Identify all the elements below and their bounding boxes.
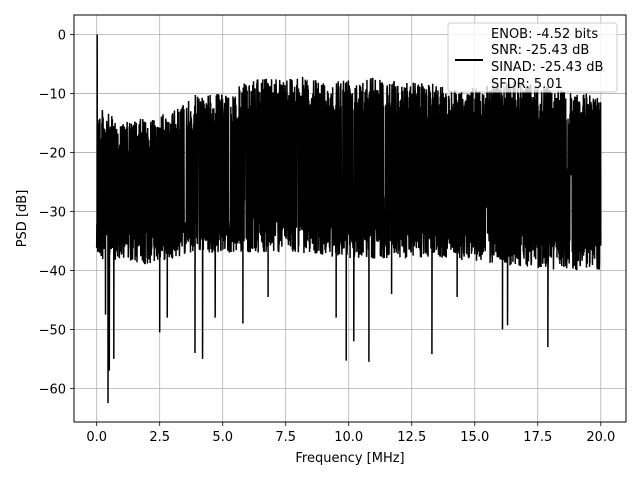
x-tick-label: 7.5 — [275, 430, 296, 445]
y-tick-label: −30 — [39, 205, 66, 220]
legend-box — [447, 22, 618, 93]
legend-sfdr: SFDR: 5.01 — [491, 77, 563, 92]
y-axis-ticks: 0 −10 −20 −30 −40 −50 −60 — [39, 28, 74, 397]
x-tick-label: 12.5 — [397, 430, 426, 445]
legend-enob: ENOB: -4.52 bits — [491, 27, 598, 42]
psd-series — [95, 34, 602, 404]
x-axis-label: Frequency [MHz] — [295, 451, 404, 466]
y-tick-label: −60 — [39, 382, 66, 397]
legend-snr: SNR: -25.43 dB — [491, 43, 589, 58]
y-tick-label: 0 — [58, 28, 66, 43]
x-tick-label: 5.0 — [212, 430, 233, 445]
x-tick-label: 2.5 — [149, 430, 170, 445]
legend-sinad: SINAD: -25.43 dB — [491, 60, 603, 75]
y-tick-label: −20 — [39, 146, 66, 161]
legend: ENOB: -4.52 bits SNR: -25.43 dB SINAD: -… — [447, 22, 618, 93]
plot-frame — [73, 14, 627, 423]
psd-line — [95, 34, 602, 404]
x-tick-label: 0.0 — [86, 430, 107, 445]
x-tick-label: 15.0 — [460, 430, 489, 445]
y-tick-label: −50 — [39, 323, 66, 338]
x-axis-ticks: 0.0 2.5 5.0 7.5 10.0 12.5 15.0 17.5 20.0 — [86, 422, 615, 445]
x-tick-label: 17.5 — [523, 430, 552, 445]
x-tick-label: 20.0 — [586, 430, 615, 445]
y-tick-label: −10 — [39, 87, 66, 102]
x-tick-label: 10.0 — [334, 430, 363, 445]
y-tick-label: −40 — [39, 264, 66, 279]
y-axis-label: PSD [dB] — [15, 190, 30, 248]
